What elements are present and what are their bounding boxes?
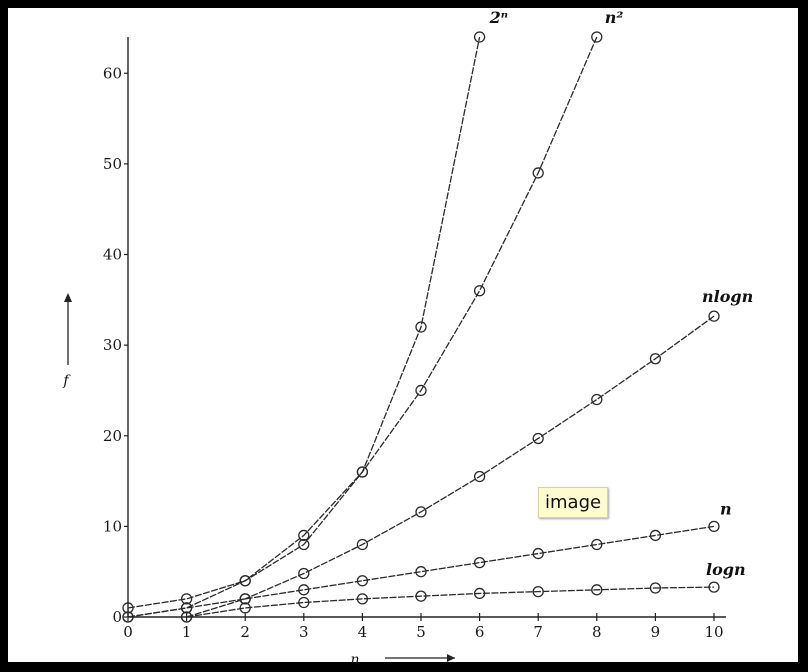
y-tick-label: 30 (103, 336, 122, 354)
x-tick-label: 2 (240, 623, 250, 641)
x-tick-label: 10 (704, 623, 723, 641)
x-tick-label: 7 (533, 623, 543, 641)
data-point (298, 538, 310, 551)
data-point (591, 393, 603, 406)
series-label: nlogn (702, 287, 753, 306)
data-point (356, 593, 369, 605)
series-line (127, 525, 715, 618)
y-tick-label: 10 (103, 517, 122, 535)
data-point (298, 529, 310, 542)
data-point (591, 538, 603, 551)
series-label: 2ⁿ (489, 8, 508, 27)
data-point (298, 596, 310, 609)
data-point (415, 506, 427, 518)
y-tick-label: 60 (103, 64, 122, 82)
data-point (415, 384, 427, 397)
series-label: n² (605, 8, 624, 27)
data-point (649, 529, 662, 542)
data-point (239, 602, 251, 614)
series-line (127, 36, 481, 609)
data-point (122, 602, 134, 614)
x-axis-arrow-head (447, 654, 455, 662)
data-point (180, 593, 193, 605)
data-point (708, 581, 720, 593)
data-point (415, 566, 427, 578)
data-point (298, 584, 310, 596)
data-point (239, 575, 251, 587)
x-tick-label: 5 (416, 623, 426, 641)
data-point (473, 470, 486, 483)
data-point (473, 31, 486, 43)
data-point (591, 31, 603, 43)
data-point (532, 167, 544, 179)
data-point (180, 602, 193, 614)
x-axis-label: n (350, 652, 359, 668)
data-point (356, 466, 369, 478)
data-point (298, 567, 310, 580)
y-tick-label: 20 (103, 427, 122, 445)
x-tick-label: 1 (182, 623, 192, 641)
series-label: n (720, 499, 732, 518)
data-point (473, 556, 486, 569)
y-tick-label: 40 (103, 246, 122, 264)
y-tick-label: 0 (112, 608, 122, 626)
data-point (415, 321, 427, 333)
chart-paper (8, 8, 798, 662)
data-point (473, 587, 486, 600)
data-point (415, 590, 427, 602)
data-point (180, 611, 193, 623)
x-tick-label: 3 (299, 623, 309, 641)
data-point (122, 611, 134, 623)
data-point (708, 520, 720, 533)
data-point (649, 353, 662, 365)
x-tick-label: 4 (358, 623, 368, 641)
y-axis-label: f (62, 373, 71, 389)
y-axis-arrow-head (64, 293, 72, 302)
data-point (708, 310, 720, 322)
data-point (356, 538, 369, 551)
data-point (649, 582, 662, 594)
x-tick-label: 0 (123, 623, 133, 641)
x-tick-label: 9 (651, 623, 661, 641)
data-point (532, 585, 544, 598)
y-tick-label: 50 (103, 155, 122, 173)
data-point (356, 575, 369, 587)
series-line (186, 315, 715, 618)
data-point (473, 285, 486, 297)
data-point (591, 584, 603, 596)
x-tick-label: 8 (592, 623, 602, 641)
x-tick-label: 6 (475, 623, 485, 641)
data-point (532, 547, 544, 560)
series-line (186, 586, 715, 618)
series-label: logn (706, 560, 746, 579)
data-point (239, 593, 251, 605)
data-point (532, 432, 544, 445)
image-tooltip: image (538, 487, 609, 518)
series-line (127, 36, 598, 618)
